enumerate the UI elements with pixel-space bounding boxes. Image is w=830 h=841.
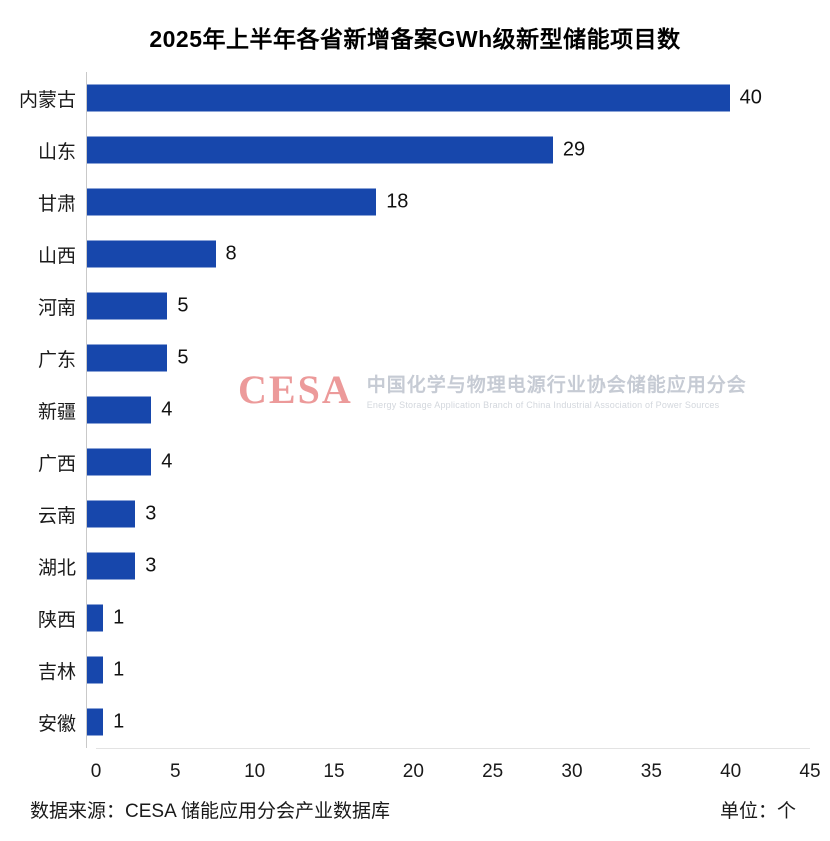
bar-row: 广东 5 xyxy=(14,332,810,384)
x-axis: 0 5 10 15 20 25 30 35 40 45 xyxy=(91,748,821,790)
category-label: 陕西 xyxy=(37,609,76,631)
x-tick-label: 30 xyxy=(561,761,583,782)
x-tick-label: 35 xyxy=(640,761,662,782)
bar-row: 山东 29 xyxy=(14,124,810,176)
bar-track: 5 xyxy=(86,332,810,384)
category-label: 山东 xyxy=(37,141,76,163)
chart-title: 2025年上半年各省新增备案GWh级新型储能项目数 xyxy=(149,26,681,52)
value-label: 18 xyxy=(386,190,409,213)
value-label: 1 xyxy=(113,658,125,681)
value-label: 5 xyxy=(177,346,189,369)
bar-track: 29 xyxy=(86,124,810,176)
bar-track: 3 xyxy=(86,488,810,540)
data-source-label: 数据来源：CESA 储能应用分会产业数据库 xyxy=(30,801,390,822)
bar xyxy=(87,656,104,684)
category-label: 新疆 xyxy=(37,401,76,423)
value-label: 1 xyxy=(113,710,125,733)
bar xyxy=(87,604,104,632)
x-tick-label: 0 xyxy=(90,761,102,782)
bar xyxy=(87,344,168,372)
chart-footer: 数据来源：CESA 储能应用分会产业数据库 单位：个 xyxy=(0,790,830,823)
category-label: 甘肃 xyxy=(37,193,76,215)
bar-track: 1 xyxy=(86,696,810,748)
unit-label: 单位：个 xyxy=(719,801,796,822)
bar-row: 新疆 4 xyxy=(14,384,810,436)
bar-row: 安徽 1 xyxy=(14,696,810,748)
bar xyxy=(87,136,553,164)
value-label: 1 xyxy=(113,606,125,629)
bar xyxy=(87,552,136,580)
bar-row: 内蒙古 40 xyxy=(14,72,810,124)
category-label: 湖北 xyxy=(37,557,76,579)
category-label: 广东 xyxy=(37,349,76,371)
value-label: 29 xyxy=(562,138,586,161)
bar-row: 云南 3 xyxy=(14,488,810,540)
value-label: 3 xyxy=(145,502,157,525)
bar-track: 5 xyxy=(86,280,810,332)
bar-track: 1 xyxy=(86,592,810,644)
x-tick-label: 15 xyxy=(323,761,345,782)
bar-row: 甘肃 18 xyxy=(14,176,810,228)
value-label: 4 xyxy=(161,398,173,421)
value-label: 3 xyxy=(145,554,157,577)
bar-row: 湖北 3 xyxy=(14,540,810,592)
x-tick-label: 45 xyxy=(799,761,821,782)
bar-track: 4 xyxy=(86,436,810,488)
bar xyxy=(87,292,168,320)
bar-row: 陕西 1 xyxy=(14,592,810,644)
bar xyxy=(87,448,152,476)
bar-row: 广西 4 xyxy=(14,436,810,488)
bar-track: 40 xyxy=(86,72,810,124)
bar xyxy=(87,240,216,268)
value-label: 40 xyxy=(739,86,762,109)
value-label: 5 xyxy=(177,294,189,317)
bar-track: 1 xyxy=(86,644,810,696)
x-tick-label: 40 xyxy=(720,761,742,782)
value-label: 4 xyxy=(161,450,173,473)
bar xyxy=(87,84,730,112)
category-label: 山西 xyxy=(37,245,76,267)
bar-row: 吉林 1 xyxy=(14,644,810,696)
x-tick-label: 25 xyxy=(482,761,504,782)
bar xyxy=(87,708,104,736)
category-label: 云南 xyxy=(37,505,76,527)
bar xyxy=(87,188,377,216)
category-label: 广西 xyxy=(37,453,76,475)
bar-row: 山西 8 xyxy=(14,228,810,280)
bar-track: 4 xyxy=(86,384,810,436)
category-label: 吉林 xyxy=(37,661,76,683)
x-tick-label: 20 xyxy=(402,761,424,782)
bars-container: 内蒙古 40 山东 29 甘肃 18 山西 8 河南 5 广东 5 新疆 4 广西 4 云南 3 湖北 3 陕西 1 吉林 1… xyxy=(0,72,830,748)
bar-track: 18 xyxy=(86,176,810,228)
category-label: 内蒙古 xyxy=(18,89,76,111)
category-label: 安徽 xyxy=(37,713,76,735)
bar-track: 8 xyxy=(86,228,810,280)
category-label: 河南 xyxy=(37,297,76,319)
bar xyxy=(87,396,152,424)
x-tick-label: 10 xyxy=(244,761,266,782)
bar xyxy=(87,500,136,528)
bar-row: 河南 5 xyxy=(14,280,810,332)
value-label: 8 xyxy=(225,242,237,265)
x-tick-label: 5 xyxy=(170,761,181,782)
bar-track: 3 xyxy=(86,540,810,592)
